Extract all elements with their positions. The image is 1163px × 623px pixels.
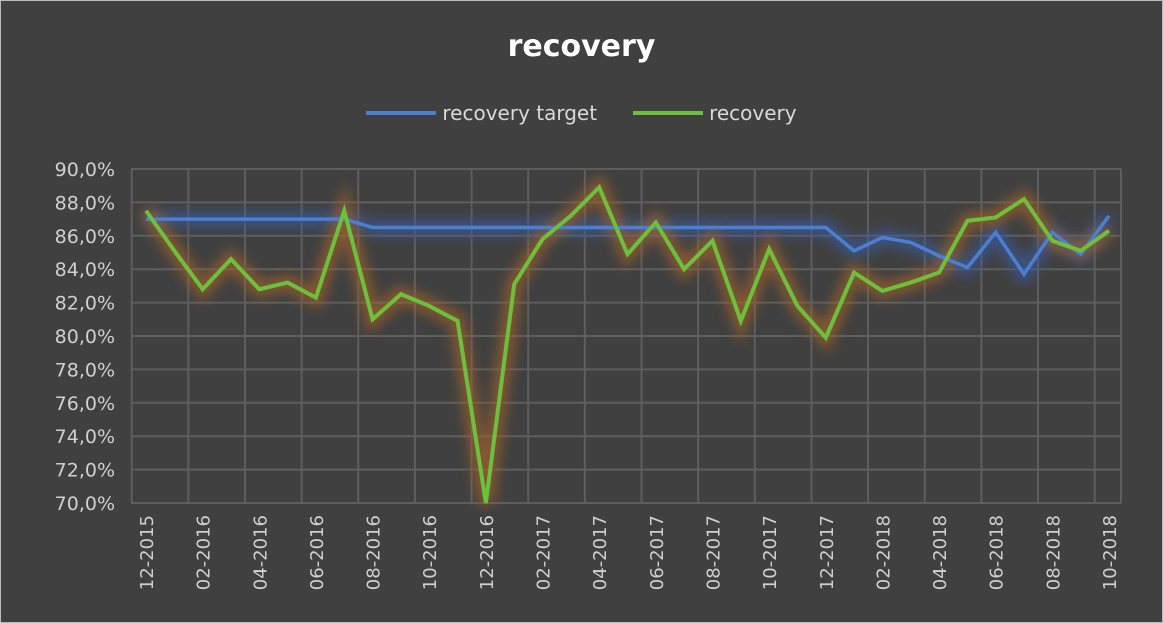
y-tick-label: 82,0%: [55, 293, 115, 315]
x-tick-label: 06-2018: [987, 515, 1008, 590]
x-tick-label: 08-2016: [364, 515, 385, 590]
x-tick-label: 10-2016: [420, 515, 441, 590]
x-tick-label: 02-2018: [873, 515, 894, 590]
x-tick-label: 06-2016: [307, 515, 328, 590]
legend: recovery target recovery: [1, 101, 1162, 125]
y-tick-label: 78,0%: [55, 359, 115, 381]
x-tick-label: 10-2018: [1100, 515, 1121, 590]
x-tick-label: 12-2016: [477, 515, 498, 590]
x-tick-label: 12-2015: [137, 515, 158, 590]
y-tick-label: 86,0%: [55, 226, 115, 248]
chart-title: recovery: [507, 29, 656, 64]
series-glow-1: [139, 173, 1114, 505]
x-tick-label: 02-2017: [534, 515, 555, 590]
legend-item-recovery: recovery: [633, 101, 797, 125]
legend-swatch-recovery: [633, 111, 704, 115]
x-tick-label: 04-2016: [250, 515, 271, 590]
y-tick-label: 72,0%: [55, 460, 115, 482]
y-tick-label: 84,0%: [55, 259, 115, 281]
y-tick-label: 90,0%: [55, 159, 115, 181]
y-tick-label: 80,0%: [55, 326, 115, 348]
legend-swatch-recovery-target: [366, 111, 437, 115]
x-tick-label: 06-2017: [647, 515, 668, 590]
y-tick-label: 74,0%: [55, 426, 115, 448]
y-tick-label: 70,0%: [55, 493, 115, 515]
x-tick-label: 04-2018: [930, 515, 951, 590]
legend-label: recovery: [709, 101, 797, 125]
legend-label: recovery target: [442, 101, 598, 125]
x-tick-label: 12-2017: [817, 515, 838, 590]
x-tick-label: 08-2017: [703, 515, 724, 590]
x-tick-label: 02-2016: [194, 515, 215, 590]
legend-item-recovery-target: recovery target: [366, 101, 597, 125]
x-tick-label: 10-2017: [760, 515, 781, 590]
x-tick-label: 04-2017: [590, 515, 611, 590]
x-tick-label: 08-2018: [1043, 515, 1064, 590]
y-tick-label: 76,0%: [55, 393, 115, 415]
y-tick-label: 88,0%: [55, 192, 115, 214]
